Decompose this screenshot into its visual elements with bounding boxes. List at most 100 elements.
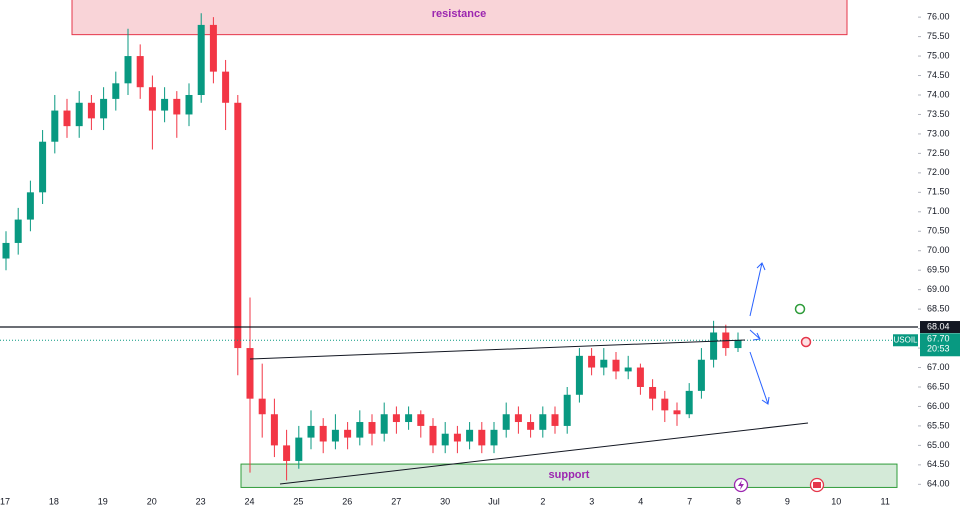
- x-tick-label: 30: [440, 496, 450, 506]
- candle-body: [283, 445, 291, 461]
- y-tick-label: 73.00: [927, 128, 950, 138]
- zone-label: resistance: [432, 8, 486, 20]
- candle-body: [502, 414, 510, 430]
- y-tick-label: 71.00: [927, 206, 950, 216]
- candle-body: [563, 394, 571, 426]
- candle-body: [51, 110, 59, 142]
- x-tick-label: 23: [196, 496, 206, 506]
- candle-body: [295, 437, 303, 461]
- candle-body: [685, 390, 693, 415]
- y-tick-label: 75.50: [927, 31, 950, 41]
- y-tick-label: 72.50: [927, 148, 950, 158]
- countdown-label: 20:53: [927, 344, 950, 354]
- candle-body: [185, 94, 193, 115]
- candle-body: [575, 355, 583, 395]
- arrow-mid: [749, 329, 761, 341]
- price-tag: [920, 333, 960, 357]
- candle-body: [466, 429, 474, 442]
- level-label: 68.04: [927, 321, 950, 331]
- candle-body: [270, 414, 278, 446]
- price-label: 67.70: [927, 334, 950, 344]
- candle-body: [612, 359, 620, 372]
- candle-body: [39, 141, 47, 193]
- candle-body: [527, 422, 535, 430]
- y-tick-label: 74.50: [927, 70, 950, 80]
- candle-body: [636, 367, 644, 387]
- candle-body: [649, 386, 657, 399]
- candle-body: [161, 98, 169, 111]
- trendline-lower: [279, 422, 809, 485]
- x-tick-label: 9: [785, 496, 790, 506]
- candle-body: [356, 422, 364, 438]
- y-tick-label: 65.00: [927, 440, 950, 450]
- x-tick-label: 25: [293, 496, 303, 506]
- candle-body: [26, 192, 34, 220]
- candle-body: [246, 348, 254, 399]
- candle-body: [2, 242, 10, 259]
- plot: resistance support: [0, 0, 918, 488]
- candle-body: [209, 24, 217, 72]
- candle-body: [417, 414, 425, 426]
- candle-body: [307, 425, 315, 438]
- arrow-down: [749, 351, 770, 405]
- y-tick-label: 73.50: [927, 109, 950, 119]
- candle-body: [539, 414, 547, 430]
- x-tick-label: 11: [881, 496, 890, 506]
- candle-body: [258, 398, 266, 415]
- y-tick-label: 76.00: [927, 12, 950, 22]
- candle-body: [734, 340, 742, 349]
- zone-label: support: [549, 469, 590, 481]
- candle-body: [392, 414, 400, 423]
- candle-body: [661, 398, 669, 411]
- candle-body: [514, 414, 522, 423]
- y-tick-label: 70.50: [927, 226, 950, 236]
- x-tick-label: 19: [98, 496, 108, 506]
- symbol-tag: [893, 334, 918, 347]
- y-tick-label: 72.00: [927, 167, 950, 177]
- y-tick-label: 69.50: [927, 265, 950, 275]
- target-circle: [794, 303, 806, 315]
- price-axis: 64.0064.5065.0065.5066.0066.5067.0067.50…: [0, 12, 960, 506]
- arrows: [749, 262, 770, 405]
- y-tick-label: 64.50: [927, 459, 950, 469]
- x-tick-label: 3: [589, 496, 594, 506]
- candle-body: [75, 102, 83, 127]
- y-tick-label: 74.00: [927, 89, 950, 99]
- trendline-upper: [249, 339, 746, 360]
- y-tick-label: 66.50: [927, 381, 950, 391]
- x-tick-label: 18: [49, 496, 59, 506]
- candle-body: [624, 367, 632, 372]
- stop-circle: [800, 336, 812, 348]
- x-tick-label: 17: [0, 496, 10, 506]
- candle-body: [405, 414, 413, 423]
- symbol-label: USOIL: [893, 335, 918, 344]
- candle-body: [234, 102, 242, 349]
- x-tick-label: 24: [244, 496, 254, 506]
- candle-body: [222, 71, 230, 103]
- candle-body: [14, 219, 22, 243]
- candle-body: [197, 24, 205, 95]
- candle-body: [124, 56, 132, 84]
- candle-body: [87, 102, 95, 119]
- arrow-up: [749, 262, 766, 317]
- candle-body: [551, 414, 559, 426]
- candle-body: [710, 332, 718, 360]
- candle-body: [368, 422, 376, 434]
- candle-body: [380, 414, 388, 434]
- candle-body: [588, 355, 596, 368]
- candle-body: [319, 425, 327, 442]
- event-icon-bolt: [738, 480, 744, 490]
- x-tick-label: 10: [831, 496, 841, 506]
- x-tick-label: 26: [342, 496, 352, 506]
- candle-body: [600, 359, 608, 368]
- y-tick-label: 71.50: [927, 187, 950, 197]
- candle-body: [441, 433, 449, 446]
- x-tick-label: 27: [391, 496, 401, 506]
- x-tick-label: 20: [147, 496, 157, 506]
- y-tick-label: 68.50: [927, 303, 950, 313]
- y-tick-label: 67.00: [927, 362, 950, 372]
- level-tag: [920, 321, 960, 334]
- candle-body: [344, 429, 352, 438]
